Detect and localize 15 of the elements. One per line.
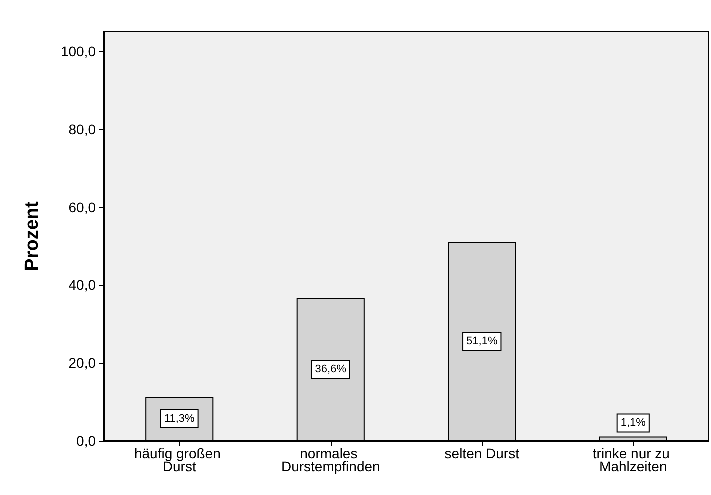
- x-tick-label: häufig großen Durst: [134, 446, 225, 474]
- y-tick-label: 60,0: [68, 199, 96, 216]
- data-label: 36,6%: [315, 364, 347, 376]
- data-label: 11,3%: [164, 412, 196, 425]
- y-axis-title: Prozent: [22, 201, 43, 272]
- x-tick-label: normales Durstempfinden: [281, 446, 380, 474]
- y-tick-label: 40,0: [68, 277, 96, 294]
- y-tick-label: 100,0: [60, 43, 96, 60]
- data-label: 51,1%: [466, 335, 498, 348]
- y-tick-label: 20,0: [68, 355, 96, 372]
- y-tick-label: 80,0: [68, 121, 96, 138]
- y-tick-label: 0,0: [76, 433, 96, 449]
- x-tick-label: trinke nur zu Mahlzeiten: [592, 446, 674, 474]
- x-tick-label: selten Durst: [444, 446, 520, 462]
- data-label: 1,1%: [620, 417, 646, 430]
